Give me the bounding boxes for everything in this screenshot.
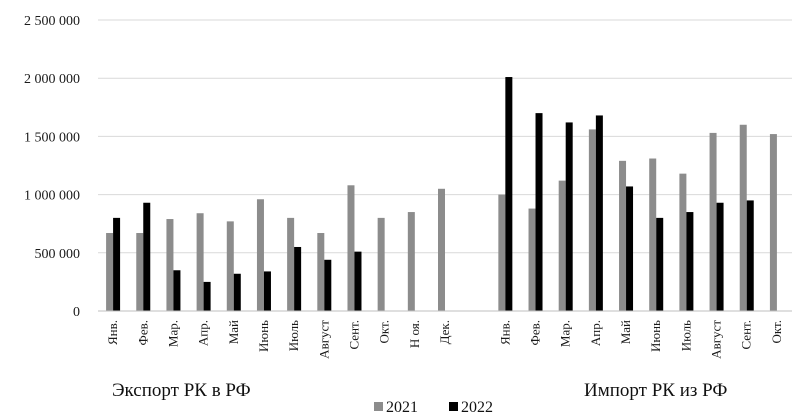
bar-2021: [196, 213, 204, 311]
bar-2021: [166, 219, 174, 311]
legend-swatch-2021: [374, 402, 383, 411]
legend-label-2021: 2021: [386, 399, 418, 415]
y-axis-ticks: 0 500 000 1 000 000 1 500 000 2 000 000 2 500…: [24, 14, 80, 320]
y-tick-label: 2 500 000: [24, 14, 80, 29]
bar-2022: [113, 217, 121, 311]
x-tick-label: Янв.: [497, 320, 512, 345]
bars: [106, 77, 777, 312]
bar-2022: [294, 246, 302, 311]
gridlines: [98, 19, 792, 254]
y-tick-label: 500 000: [35, 247, 81, 262]
x-tick-label: Август: [709, 320, 724, 359]
x-tick-label: Июнь: [256, 320, 271, 352]
bar-2022: [143, 202, 151, 311]
y-tick-label: 1 000 000: [24, 189, 80, 204]
bar-2021: [256, 199, 264, 311]
x-tick-label: Апр.: [196, 320, 211, 346]
x-tick-label: Июнь: [648, 320, 663, 352]
x-tick-label: Мар.: [165, 320, 180, 347]
x-tick-label: Окт.: [377, 320, 392, 344]
legend-swatch-2022: [449, 402, 458, 411]
x-tick-label: Май: [226, 320, 241, 344]
y-tick-label: 2 000 000: [24, 72, 80, 87]
bar-2022: [505, 77, 513, 311]
x-tick-label: Июль: [286, 320, 301, 351]
x-axis-ticks: Янв. Фев. Мар. Апр. Май Июнь Июль Август Сент. Ок…: [105, 320, 784, 359]
x-tick-label: Июль: [678, 320, 693, 351]
y-tick-label: 0: [73, 305, 80, 320]
x-tick-label: Мар.: [558, 320, 573, 347]
bar-2021: [588, 129, 596, 311]
bar-2022: [656, 217, 664, 311]
bar-2021: [498, 194, 506, 311]
group-label-import: Импорт РК из РФ: [584, 380, 727, 401]
bar-2022: [173, 270, 181, 311]
x-tick-label: Н оя.: [407, 320, 422, 348]
x-tick-label: Окт.: [769, 320, 784, 344]
bar-2021: [619, 160, 627, 311]
x-tick-label: Дек.: [437, 320, 452, 344]
legend: 2021 2022: [374, 399, 493, 415]
bar-2021: [136, 233, 144, 311]
x-tick-label: Сент.: [346, 320, 361, 350]
bar-2021: [438, 188, 445, 311]
bar-2022: [535, 113, 543, 312]
bar-2021: [106, 233, 114, 311]
bar-2022: [716, 202, 724, 311]
bar-2022: [565, 122, 573, 311]
bar-2021: [377, 217, 385, 311]
bar-2021: [347, 185, 355, 311]
bar-2022: [686, 212, 694, 311]
y-tick-label: 1 500 000: [24, 130, 80, 145]
bar-2022: [595, 115, 603, 311]
bar-2021: [317, 233, 325, 311]
bar-2022: [626, 186, 634, 311]
bar-2021: [739, 124, 747, 311]
bar-2021: [558, 180, 566, 311]
bar-2022: [263, 271, 271, 311]
bar-2021: [769, 134, 777, 311]
x-tick-label: Август: [316, 320, 331, 359]
x-tick-label: Май: [618, 320, 633, 344]
x-tick-label: Апр.: [588, 320, 603, 346]
x-tick-label: Фев.: [528, 320, 543, 345]
bar-2021: [407, 212, 415, 311]
x-tick-label: Фев.: [135, 320, 150, 345]
bar-2022: [203, 281, 211, 311]
x-tick-label: Янв.: [105, 320, 120, 345]
bar-2022: [354, 251, 362, 311]
bar-2022: [746, 200, 754, 311]
bar-2022: [233, 273, 241, 311]
x-tick-label: Сент.: [739, 320, 754, 350]
bar-2021: [709, 132, 717, 311]
bar-2021: [528, 208, 536, 311]
bar-2021: [287, 217, 295, 311]
bar-2021: [679, 173, 687, 311]
bar-2021: [226, 221, 234, 311]
group-label-export: Экспорт РК в РФ: [112, 380, 251, 401]
bar-2021: [649, 158, 657, 311]
legend-label-2022: 2022: [461, 399, 493, 415]
bar-2022: [324, 259, 332, 311]
